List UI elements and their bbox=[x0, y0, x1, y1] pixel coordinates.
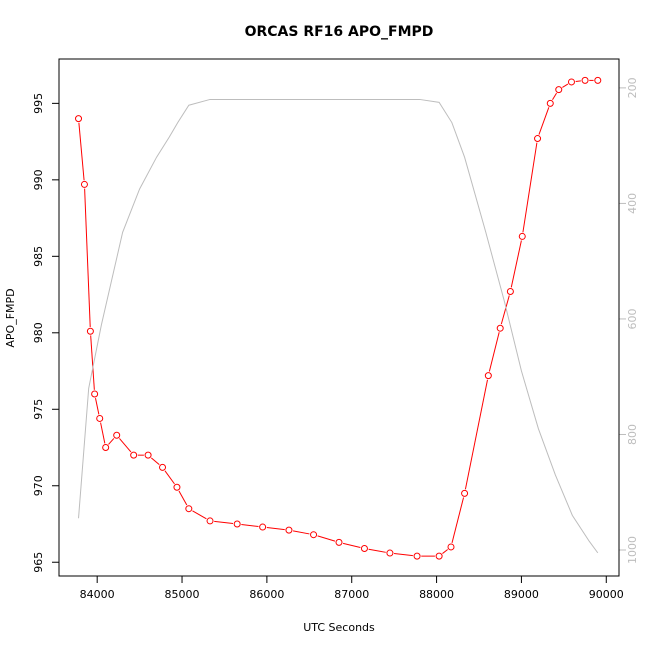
series-line-segment bbox=[178, 490, 188, 506]
data-point bbox=[506, 288, 514, 295]
series-line-segment bbox=[342, 542, 361, 548]
series-line-segment bbox=[84, 188, 91, 328]
x-tick-label: 84000 bbox=[80, 588, 115, 601]
data-point bbox=[447, 543, 455, 551]
y-tick-label: 995 bbox=[32, 93, 45, 114]
y-tick-label: 965 bbox=[32, 552, 45, 573]
y-tick-label: 975 bbox=[32, 399, 45, 420]
data-point bbox=[484, 372, 492, 380]
series-line-segment bbox=[150, 457, 160, 466]
data-point bbox=[75, 115, 83, 123]
x-tick-label: 87000 bbox=[334, 588, 369, 601]
series-line-segment bbox=[192, 510, 207, 520]
series-line-segment bbox=[241, 524, 259, 528]
data-point bbox=[546, 99, 554, 107]
series-line-segment bbox=[451, 497, 465, 543]
series-line-segment bbox=[368, 548, 386, 553]
data-point bbox=[113, 431, 121, 439]
data-point bbox=[173, 483, 181, 491]
data-point bbox=[285, 526, 293, 534]
data-point bbox=[102, 444, 110, 452]
data-point bbox=[386, 549, 394, 557]
series-line-segment bbox=[394, 553, 413, 557]
data-point bbox=[534, 135, 542, 143]
y2-tick-label: 600 bbox=[626, 308, 639, 329]
y2-tick-label: 1000 bbox=[626, 536, 639, 564]
data-point bbox=[233, 520, 241, 528]
data-point bbox=[518, 232, 526, 240]
data-point bbox=[259, 523, 267, 531]
data-point bbox=[555, 86, 563, 94]
x-tick-label: 88000 bbox=[419, 588, 454, 601]
series-line-segment bbox=[500, 295, 510, 325]
y-axis-label: APO_FMPD bbox=[4, 288, 17, 347]
series-line-segment bbox=[108, 438, 115, 445]
series-line-segment bbox=[522, 142, 538, 233]
x-axis-label: UTC Seconds bbox=[303, 621, 375, 634]
series-line-segment bbox=[119, 438, 132, 453]
series-line-segment bbox=[575, 80, 581, 82]
y-tick-label: 985 bbox=[32, 246, 45, 267]
series-line-segment bbox=[552, 92, 557, 101]
data-point bbox=[567, 78, 575, 86]
data-point bbox=[496, 324, 504, 332]
series-line-segment bbox=[317, 535, 336, 542]
series-layer bbox=[75, 76, 602, 560]
series-line-segment bbox=[562, 83, 569, 88]
y2-tick-label: 400 bbox=[626, 193, 639, 214]
data-point bbox=[206, 517, 214, 525]
series-line-segment bbox=[488, 332, 500, 372]
data-point bbox=[594, 76, 602, 84]
y2-tick-label: 200 bbox=[626, 77, 639, 98]
series-line-segment bbox=[538, 107, 550, 135]
data-point bbox=[461, 489, 469, 497]
y-tick-label: 970 bbox=[32, 475, 45, 496]
data-point bbox=[360, 544, 368, 552]
data-point bbox=[96, 414, 104, 422]
data-point bbox=[310, 531, 318, 539]
data-point bbox=[413, 552, 421, 560]
series-line-segment bbox=[100, 422, 106, 444]
data-point bbox=[435, 552, 443, 560]
series-line-segment bbox=[214, 520, 234, 525]
data-point bbox=[91, 390, 99, 398]
data-point bbox=[144, 451, 152, 459]
series-line-segment bbox=[442, 549, 448, 554]
chart-title: ORCAS RF16 APO_FMPD bbox=[245, 24, 434, 40]
plot-frame bbox=[58, 58, 620, 577]
series-line-segment bbox=[164, 470, 175, 485]
series-line-segment bbox=[90, 335, 95, 390]
data-point bbox=[86, 327, 94, 335]
series-line-segment bbox=[464, 379, 488, 490]
series-line-segment bbox=[292, 530, 310, 535]
data-point bbox=[335, 538, 343, 546]
data-point bbox=[185, 505, 193, 513]
x-tick-label: 90000 bbox=[589, 588, 624, 601]
data-point bbox=[581, 76, 589, 84]
series-line-segment bbox=[510, 240, 522, 288]
y2-tick-label: 800 bbox=[626, 424, 639, 445]
series-line-segment bbox=[95, 397, 100, 415]
right-axis-series-line bbox=[78, 98, 599, 554]
y-tick-label: 980 bbox=[32, 322, 45, 343]
data-point bbox=[159, 463, 167, 471]
x-tick-label: 86000 bbox=[249, 588, 284, 601]
x-tick-label: 89000 bbox=[504, 588, 539, 601]
x-tick-label: 85000 bbox=[165, 588, 200, 601]
data-point bbox=[80, 180, 88, 188]
y-tick-label: 990 bbox=[32, 169, 45, 190]
data-point bbox=[130, 451, 138, 459]
series-line-segment bbox=[78, 122, 85, 181]
series-line-segment bbox=[266, 527, 285, 531]
